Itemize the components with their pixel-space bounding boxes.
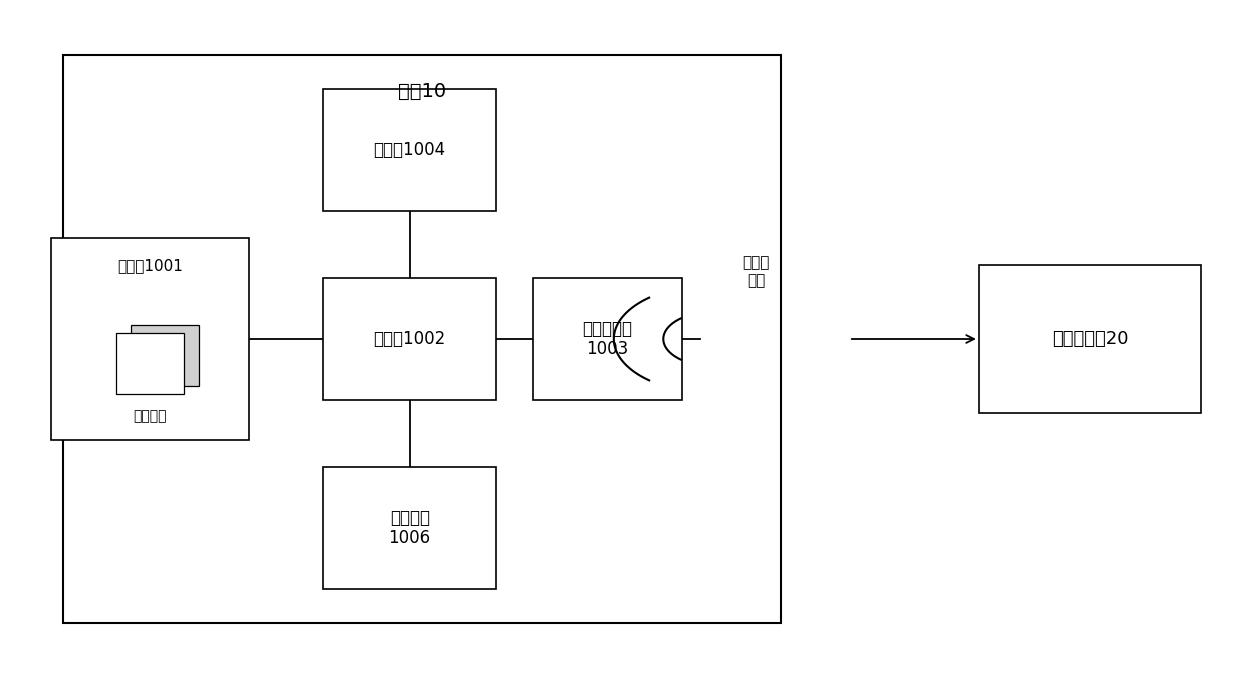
Text: 红外线
信号: 红外线 信号 [743,256,770,287]
Text: 待遥控设备20: 待遥控设备20 [1052,330,1128,348]
Bar [324,89,496,211]
Text: 存储器1001: 存储器1001 [117,258,182,273]
Text: 红外码库: 红外码库 [133,410,166,423]
Text: 终端10: 终端10 [398,83,446,102]
Bar [51,238,249,440]
Bar [533,278,682,400]
Text: 旋转装置
1006: 旋转装置 1006 [388,508,430,547]
Text: 处理器1002: 处理器1002 [373,330,446,348]
Bar [978,264,1202,414]
Bar [130,325,198,386]
Text: 感应器1004: 感应器1004 [373,141,445,159]
Bar [324,278,496,400]
Bar [115,333,184,394]
Text: 红外发射器
1003: 红外发射器 1003 [583,319,632,359]
Bar [324,467,496,589]
Bar [63,56,781,622]
